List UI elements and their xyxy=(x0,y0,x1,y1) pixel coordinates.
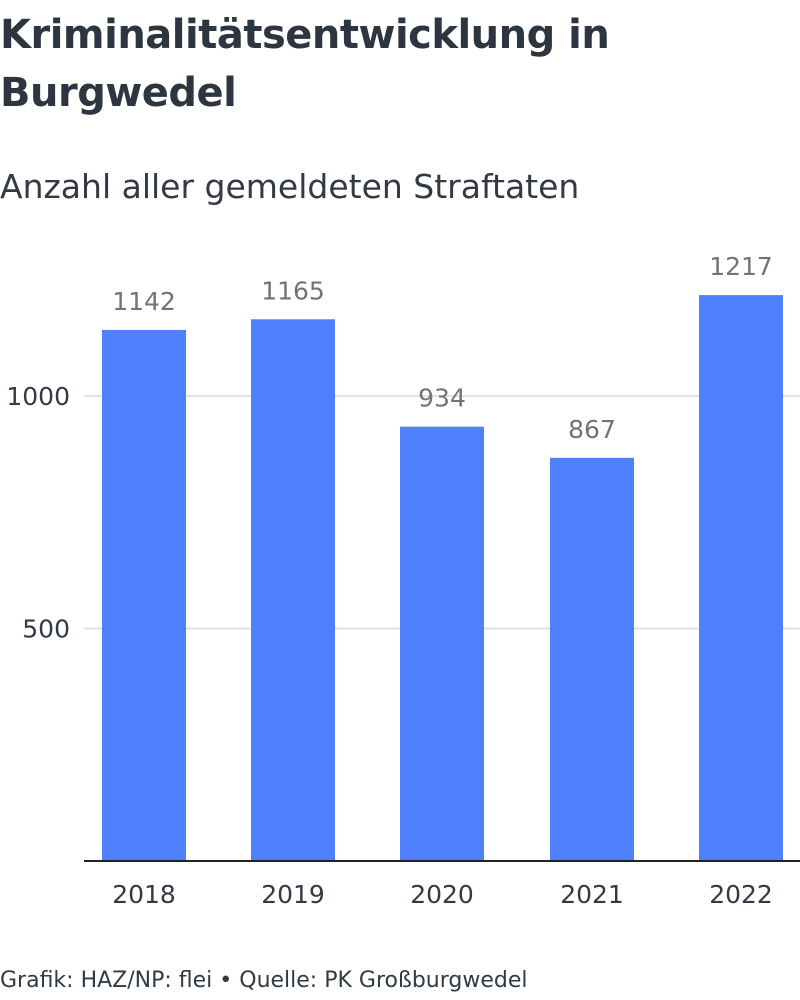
chart-title: Kriminalitätsentwicklung in Burgwedel xyxy=(0,12,610,116)
value-labels: 1142 1165 934 867 1217 xyxy=(112,252,773,444)
source-note: Grafik: HAZ/NP: flei • Quelle: PK Großbu… xyxy=(0,968,528,993)
bar-2022 xyxy=(699,295,783,862)
x-axis-ticks: 2018 2019 2020 2021 2022 xyxy=(112,880,773,909)
value-label: 867 xyxy=(568,415,616,444)
bar-2020 xyxy=(400,426,484,861)
chart-subtitle: Anzahl aller gemeldeten Straftaten xyxy=(0,167,580,206)
x-tick-label: 2021 xyxy=(560,880,624,909)
value-label: 1165 xyxy=(261,276,325,305)
x-tick-label: 2020 xyxy=(410,880,474,909)
value-label: 1217 xyxy=(709,252,773,281)
x-tick-label: 2022 xyxy=(709,880,773,909)
bar-2018 xyxy=(102,329,186,862)
value-label: 934 xyxy=(418,384,466,413)
bar-2021 xyxy=(550,457,634,861)
bars xyxy=(102,295,783,862)
x-tick-label: 2018 xyxy=(112,880,176,909)
y-tick-label: 1000 xyxy=(6,382,70,411)
x-tick-label: 2019 xyxy=(261,880,325,909)
value-label: 1142 xyxy=(112,287,176,316)
y-tick-label: 500 xyxy=(22,615,70,644)
y-axis-ticks: 500 1000 xyxy=(6,382,70,644)
bar-2019 xyxy=(251,319,335,861)
